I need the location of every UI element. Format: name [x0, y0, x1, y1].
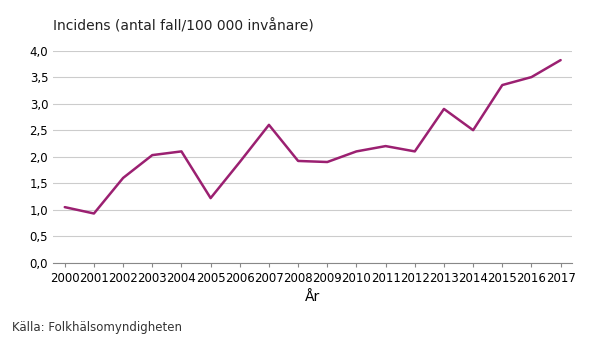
X-axis label: År: År — [305, 290, 320, 304]
Text: Incidens (antal fall/100 000 invånare): Incidens (antal fall/100 000 invånare) — [53, 19, 314, 34]
Text: Källa: Folkhälsomyndigheten: Källa: Folkhälsomyndigheten — [12, 320, 182, 334]
